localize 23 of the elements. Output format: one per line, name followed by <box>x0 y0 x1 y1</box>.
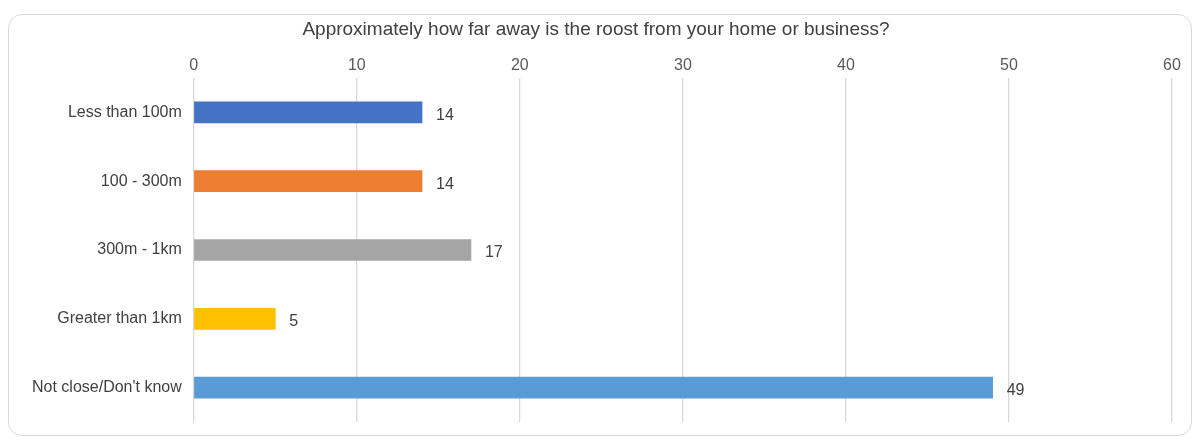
y-tick-label: Not close/Don't know <box>31 378 183 396</box>
x-tick-label: 0 <box>189 55 199 73</box>
y-tick-label: 100 - 300m <box>100 171 182 189</box>
x-tick-label: 30 <box>674 55 692 73</box>
bar <box>194 376 993 399</box>
x-tick-label: 50 <box>1000 55 1018 73</box>
data-label: 14 <box>436 105 454 123</box>
data-label: 5 <box>289 312 299 330</box>
bar <box>194 307 276 330</box>
x-tick-label: 60 <box>1163 55 1181 73</box>
bar <box>194 170 423 193</box>
data-label: 17 <box>484 243 503 261</box>
x-tick-label: 10 <box>347 55 366 73</box>
y-tick-label: 300m - 1km <box>97 240 182 258</box>
x-tick-label: 20 <box>510 55 529 73</box>
y-tick-label: Greater than 1km <box>57 309 182 327</box>
y-tick-label: Less than 100m <box>67 102 182 120</box>
chart-title: Approximately how far away is the roost from your home or business? <box>302 17 890 39</box>
data-label: 14 <box>436 174 454 192</box>
bar <box>194 239 472 261</box>
data-label: 49 <box>1006 381 1025 399</box>
bar <box>194 101 423 124</box>
x-tick-label: 40 <box>837 55 855 73</box>
